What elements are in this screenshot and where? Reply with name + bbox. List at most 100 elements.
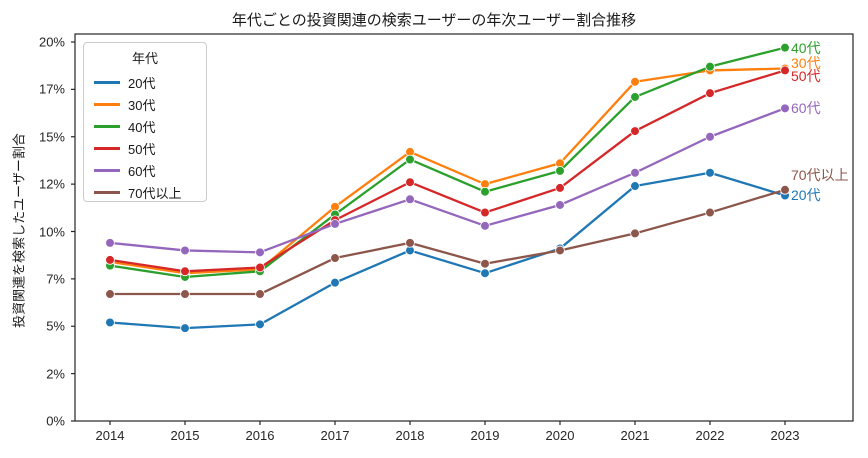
data-series-lines [105, 42, 790, 333]
legend-item-label: 40代 [128, 119, 156, 135]
x-tick-label: 2019 [470, 428, 500, 443]
data-point [555, 166, 565, 176]
data-point [705, 167, 715, 178]
x-tick-label: 2015 [170, 428, 200, 443]
series-line-3 [108, 69, 787, 273]
x-tick-label: 2021 [620, 428, 650, 443]
legend-items: 20代 30代 40代 50代 60代 70代以上 [84, 71, 206, 203]
legend-item-label: 60代 [128, 163, 156, 179]
data-point [255, 247, 265, 258]
data-point [330, 219, 340, 229]
legend: 年代 20代 30代 40代 50代 60代 70代以上 [83, 42, 207, 202]
y-tick-label: 12% [38, 176, 65, 192]
x-tick-label: 2023 [770, 428, 800, 443]
legend-item-label: 30代 [128, 97, 156, 113]
y-tick-label: 0% [46, 413, 65, 429]
data-point [780, 65, 790, 76]
x-tick-label: 2020 [545, 428, 575, 443]
legend-item-label: 70代以上 [128, 185, 182, 201]
data-point [330, 277, 340, 288]
data-point [630, 76, 640, 87]
data-point [630, 126, 640, 136]
x-tick-label: 2017 [320, 428, 350, 443]
x-tick-label: 2018 [395, 428, 425, 443]
data-point [555, 200, 565, 210]
data-point [105, 238, 115, 248]
series-end-label: 50代 [791, 68, 821, 85]
legend-line-swatch [94, 124, 120, 128]
data-point [480, 258, 490, 269]
data-point [705, 88, 715, 98]
data-point [780, 42, 790, 53]
data-point [780, 103, 790, 114]
data-point [630, 92, 640, 102]
series-line-0 [108, 171, 787, 330]
legend-item: 50代 [84, 137, 206, 159]
series-end-label: 40代 [791, 39, 821, 56]
x-tick-label: 2016 [245, 428, 275, 443]
data-point [555, 245, 565, 256]
data-point [480, 268, 490, 278]
data-point [105, 289, 115, 299]
legend-line-swatch [94, 80, 120, 84]
data-point [180, 323, 190, 333]
series-end-label: 60代 [791, 100, 821, 117]
y-tick-label: 7% [46, 271, 65, 287]
data-point [630, 167, 640, 178]
data-point [780, 185, 790, 195]
series-line-4 [108, 107, 787, 254]
y-tick-label: 15% [38, 129, 65, 145]
data-point [705, 131, 715, 142]
legend-item: 70代以上 [84, 181, 206, 203]
data-point [555, 183, 565, 193]
data-point [630, 228, 640, 239]
legend-item: 30代 [84, 93, 206, 115]
legend-item-label: 50代 [128, 141, 156, 157]
legend-title: 年代 [131, 51, 158, 66]
x-tick-label: 2022 [695, 428, 725, 443]
series-line-1 [108, 67, 787, 275]
data-point [405, 194, 415, 205]
legend-line-swatch [94, 146, 120, 150]
axes-spines [74, 33, 854, 422]
data-point [405, 238, 415, 248]
data-point [480, 186, 490, 197]
data-point [405, 177, 415, 188]
y-tick-label: 20% [38, 34, 65, 50]
data-point [330, 253, 340, 263]
data-point [630, 181, 640, 191]
chart-title: 年代ごとの投資関連の検索ユーザーの年次ユーザー割合推移 [231, 12, 637, 29]
legend-item: 40代 [84, 115, 206, 137]
y-tick-label: 2% [46, 366, 65, 382]
data-point [705, 61, 715, 72]
data-point [255, 289, 265, 299]
data-point [105, 317, 115, 328]
y-tick-label: 5% [46, 318, 65, 334]
data-point [480, 207, 490, 218]
legend-item-label: 20代 [128, 75, 156, 91]
series-line-5 [108, 188, 787, 296]
legend-item: 20代 [84, 71, 206, 93]
data-point [180, 289, 190, 299]
data-point [255, 319, 265, 330]
x-tick-label: 2014 [95, 428, 125, 443]
data-point [480, 221, 490, 231]
legend-line-swatch [94, 190, 120, 194]
data-point [405, 154, 415, 165]
series-end-label: 30代 [791, 54, 821, 71]
series-end-label: 70代以上 [791, 166, 849, 183]
axis-ticks [71, 41, 786, 425]
series-end-label: 20代 [791, 187, 821, 204]
data-point [105, 255, 115, 265]
legend-item: 60代 [84, 159, 206, 181]
data-point [180, 245, 190, 256]
data-point [255, 262, 265, 273]
y-tick-label: 10% [38, 224, 65, 239]
y-tick-label: 17% [38, 81, 65, 97]
legend-line-swatch [94, 168, 120, 172]
legend-line-swatch [94, 102, 120, 106]
data-point [180, 266, 190, 277]
series-line-2 [108, 46, 787, 279]
